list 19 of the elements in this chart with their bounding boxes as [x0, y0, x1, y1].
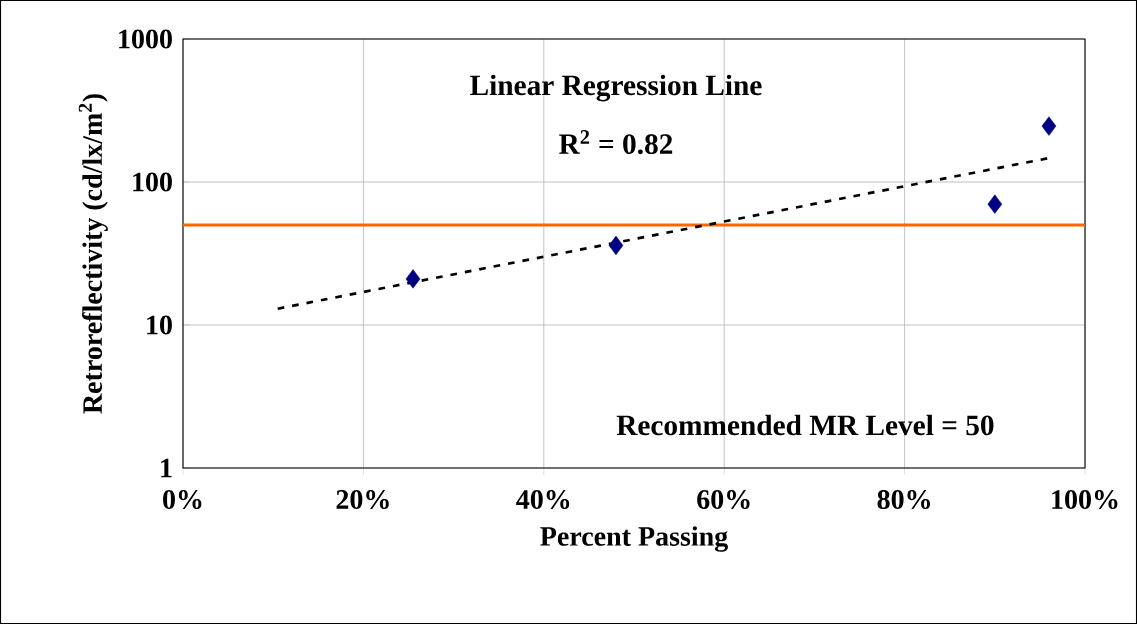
point: [608, 235, 624, 256]
y-axis-title: Retroreflectivity (cd/lx/m$^{2}$): [78, 94, 108, 414]
y-tick-label: 100: [133, 172, 172, 192]
point: [1041, 116, 1057, 136]
x-tick-label: 20%: [336, 490, 389, 510]
x-tick-label: 60%: [697, 490, 750, 510]
y-tick-label: 10: [147, 315, 172, 335]
y-tick-label: 1: [161, 458, 172, 478]
annotation: R$^{2}$ = 0.82: [559, 130, 673, 155]
point: [987, 194, 1003, 214]
x-tick-label: 40%: [516, 490, 570, 510]
x-axis-title: Percent Passing: [540, 526, 728, 552]
x-tick-label: 0%: [163, 490, 202, 510]
annotation: Recommended MR Level = 50: [616, 414, 994, 436]
y-tick-label: 1000: [119, 29, 172, 49]
x-tick-label: 100%: [1052, 490, 1118, 510]
annotation: Linear Regression Line: [470, 74, 762, 102]
point: [405, 269, 421, 289]
x-tick-label: 80%: [877, 490, 930, 510]
